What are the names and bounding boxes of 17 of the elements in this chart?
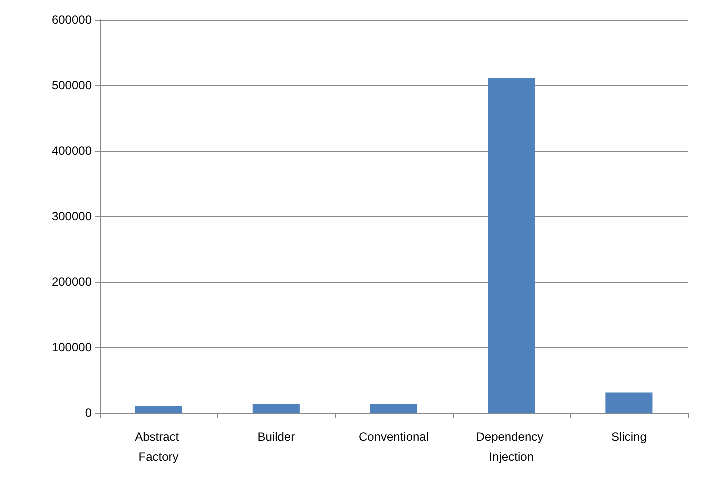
x-tick-label: Dependency Injection: [476, 430, 547, 464]
bar: [252, 404, 300, 413]
bar: [606, 392, 653, 413]
y-tick-label: 200000: [52, 275, 92, 289]
x-tick-label: Abstract Factory: [135, 430, 182, 464]
bar: [370, 404, 418, 413]
bar: [135, 406, 182, 413]
y-tick-label: 0: [85, 406, 92, 420]
x-tick-label: Builder: [258, 430, 296, 444]
y-tick-label: 400000: [52, 144, 92, 158]
x-tick-label: Slicing: [612, 430, 647, 444]
y-tick-label: 600000: [52, 13, 92, 27]
y-tick-label: 500000: [52, 78, 92, 92]
y-tick-label: 300000: [52, 210, 92, 224]
bar: [488, 78, 536, 413]
y-tick-label: 100000: [52, 340, 92, 354]
x-tick-label: Conventional: [358, 430, 430, 444]
